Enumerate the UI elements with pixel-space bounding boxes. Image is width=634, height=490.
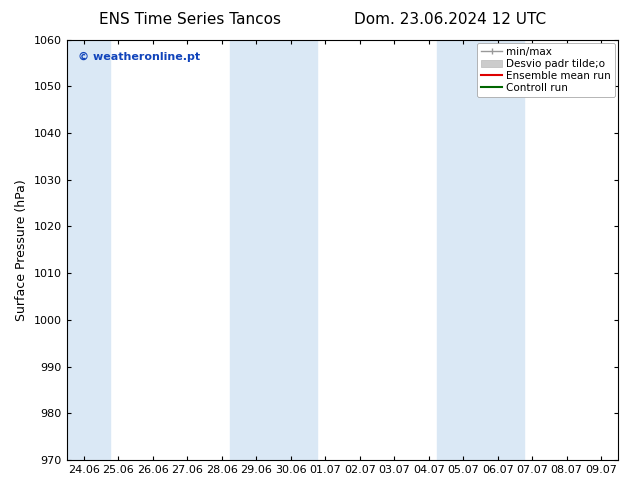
Bar xyxy=(437,40,524,460)
Bar xyxy=(58,40,110,460)
Text: Dom. 23.06.2024 12 UTC: Dom. 23.06.2024 12 UTC xyxy=(354,12,547,27)
Legend: min/max, Desvio padr tilde;o, Ensemble mean run, Controll run: min/max, Desvio padr tilde;o, Ensemble m… xyxy=(477,43,615,98)
Text: © weatheronline.pt: © weatheronline.pt xyxy=(77,52,200,62)
Y-axis label: Surface Pressure (hPa): Surface Pressure (hPa) xyxy=(15,179,28,321)
Text: ENS Time Series Tancos: ENS Time Series Tancos xyxy=(99,12,281,27)
Bar xyxy=(230,40,316,460)
